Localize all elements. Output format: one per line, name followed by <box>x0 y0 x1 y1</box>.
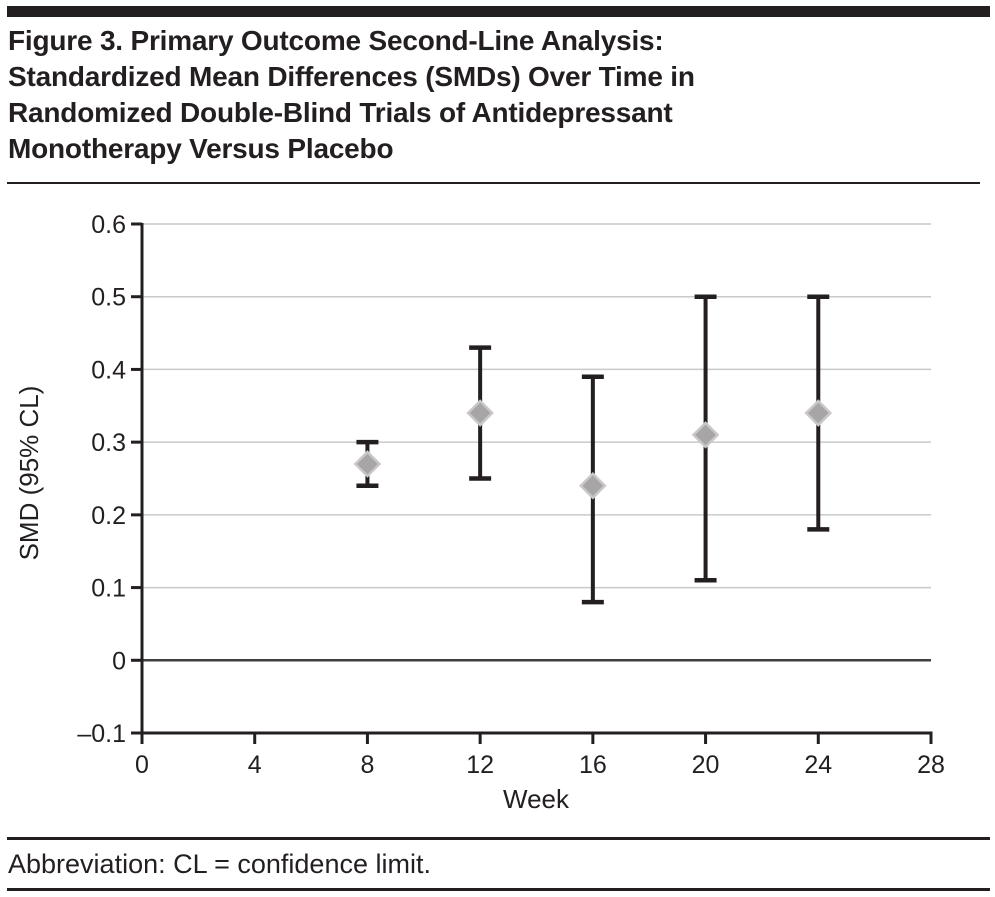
header-bar <box>7 6 990 17</box>
y-tick-label: 0.3 <box>91 429 126 457</box>
figure-title: Figure 3. Primary Outcome Second-Line An… <box>8 25 695 164</box>
x-tick-label: 20 <box>692 751 720 779</box>
data-point-diamond <box>466 399 494 427</box>
smd-chart: 0.6 0.5 0.4 0.3 0.2 0.1 0 –0.1 0 4 8 12 16 20 24 28 Wee… <box>0 195 995 835</box>
x-tick-label: 8 <box>360 751 374 779</box>
y-tick-label: 0.2 <box>91 502 126 530</box>
axis-layer: 0.6 0.5 0.4 0.3 0.2 0.1 0 –0.1 0 4 8 12 16 20 24 28 <box>77 211 945 779</box>
footnote-divider-bottom <box>7 888 990 891</box>
y-tick-label: 0.6 <box>91 211 126 239</box>
y-tick-label: 0.5 <box>91 284 126 312</box>
data-point-diamond <box>691 421 720 449</box>
title-divider <box>7 182 980 184</box>
data-point-diamond <box>353 450 382 478</box>
x-tick-label: 4 <box>248 751 262 779</box>
y-tick-label: 0.4 <box>91 356 126 384</box>
x-axis-title: Week <box>503 784 570 814</box>
data-point-diamond <box>579 471 607 500</box>
x-tick-label: 12 <box>466 751 494 779</box>
data-point-diamond <box>804 399 833 427</box>
x-tick-label: 28 <box>917 751 945 779</box>
y-tick-label: 0.1 <box>91 575 126 603</box>
chart-canvas: 0.6 0.5 0.4 0.3 0.2 0.1 0 –0.1 0 4 8 12 16 20 24 28 Wee… <box>14 211 945 814</box>
grid-layer <box>142 223 931 662</box>
footnote-divider-top <box>7 837 990 840</box>
y-tick-label: 0 <box>112 647 126 675</box>
y-tick-label: –0.1 <box>77 720 126 748</box>
footnote: Abbreviation: CL = confidence limit. <box>8 849 431 879</box>
x-tick-label: 16 <box>579 751 607 779</box>
data-layer <box>353 294 833 605</box>
x-tick-label: 24 <box>804 751 832 779</box>
x-tick-label: 0 <box>135 751 149 779</box>
y-axis-title: SMD (95% CL) <box>14 386 44 561</box>
